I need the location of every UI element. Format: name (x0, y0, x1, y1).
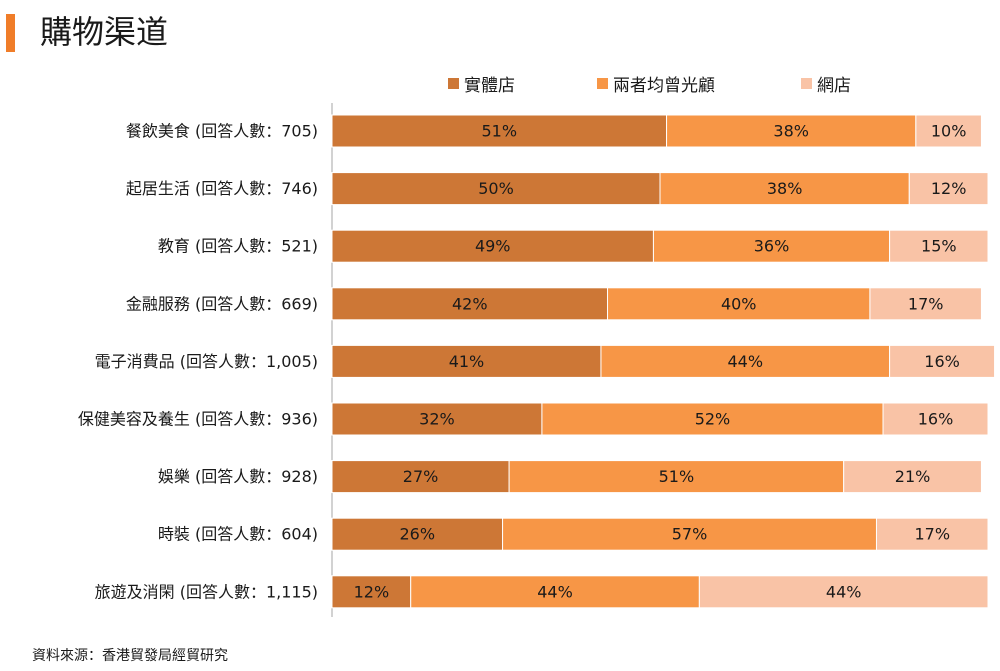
data-label-both: 51% (659, 467, 695, 486)
data-label-store: 12% (354, 582, 390, 601)
data-label-online: 12% (931, 179, 967, 198)
bar-segment-online (843, 460, 982, 494)
data-label-both: 40% (721, 294, 757, 313)
data-label-store: 42% (452, 294, 488, 313)
data-label-online: 44% (826, 582, 862, 601)
source-note: 資料來源：香港貿發局經貿研究 (32, 648, 228, 664)
data-label-both: 36% (754, 237, 790, 256)
bar-segment-online (915, 114, 982, 148)
bar-segment-online (889, 344, 996, 378)
category-label: 餐飲美食 (回答人數：705) (126, 122, 318, 141)
bar-segment-both (652, 229, 891, 263)
legend-label-both: 兩者均曾光顧 (613, 75, 715, 96)
bar-segment-both (502, 517, 877, 551)
category-label: 電子消費品 (回答人數：1,005) (95, 352, 318, 371)
bar-segment-online (889, 229, 989, 263)
bar-segment-store (331, 517, 504, 551)
data-label-store: 26% (399, 525, 435, 544)
data-label-online: 15% (921, 237, 957, 256)
data-label-both: 57% (672, 525, 708, 544)
data-label-online: 10% (931, 122, 967, 141)
bar-segment-store (331, 402, 543, 436)
bar-segment-store (331, 575, 412, 609)
legend-item-store: 實體店 (448, 72, 515, 96)
data-label-both: 52% (695, 410, 731, 429)
bar-segment-online (698, 575, 989, 609)
legend-item-online: 網店 (801, 72, 851, 96)
category-label: 金融服務 (回答人數：669) (126, 294, 318, 313)
category-label: 教育 (回答人數：521) (158, 237, 318, 256)
bar-segment-store (331, 344, 602, 378)
bar-segment-online (882, 402, 989, 436)
legend-label-online: 網店 (817, 75, 851, 96)
bar-segment-online (908, 172, 989, 206)
data-label-store: 49% (475, 237, 511, 256)
bar-segment-both (410, 575, 700, 609)
legend-item-both: 兩者均曾光顧 (597, 72, 715, 96)
bar-segment-both (508, 460, 845, 494)
bar-segment-online (875, 517, 989, 551)
data-label-store: 32% (419, 410, 455, 429)
chart-legend: 實體店 兩者均曾光顧 網店 (0, 72, 1000, 96)
data-label-store: 50% (478, 179, 514, 198)
category-label: 起居生活 (回答人數：746) (126, 179, 318, 198)
data-label-both: 38% (773, 122, 809, 141)
legend-label-store: 實體店 (464, 75, 515, 96)
bar-segment-online (869, 287, 982, 321)
bar-segment-both (607, 287, 871, 321)
data-label-online: 17% (914, 525, 950, 544)
data-label-both: 44% (727, 352, 763, 371)
page-title: 購物渠道 (40, 13, 169, 51)
data-label-online: 21% (895, 467, 931, 486)
data-label-both: 44% (537, 582, 573, 601)
data-label-store: 41% (449, 352, 485, 371)
bar-segment-both (541, 402, 884, 436)
data-label-online: 16% (924, 352, 960, 371)
data-label-both: 38% (767, 179, 803, 198)
category-label: 旅遊及消閑 (回答人數：1,115) (95, 582, 318, 601)
legend-swatch-both (597, 77, 608, 89)
legend-swatch-store (448, 77, 459, 89)
category-label: 時裝 (回答人數：604) (158, 525, 318, 544)
data-label-store: 51% (481, 122, 517, 141)
bar-segment-store (331, 172, 661, 206)
data-label-online: 17% (908, 294, 944, 313)
bar-segment-store (331, 287, 609, 321)
title-accent-bar (6, 14, 15, 52)
data-label-online: 16% (918, 410, 954, 429)
data-label-store: 27% (403, 467, 439, 486)
bar-segment-both (659, 172, 910, 206)
category-label: 娛樂 (回答人數：928) (158, 467, 318, 486)
category-label: 保健美容及養生 (回答人數：936) (78, 410, 318, 429)
legend-swatch-online (801, 77, 812, 89)
bar-segment-store (331, 229, 654, 263)
